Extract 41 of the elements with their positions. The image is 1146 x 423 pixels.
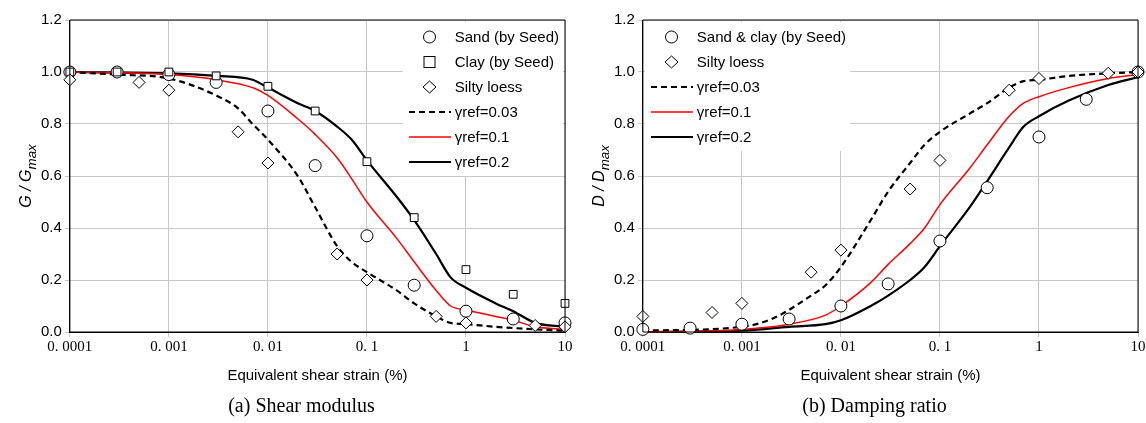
y-tick-label: 0.8 bbox=[613, 114, 635, 132]
x-tick-label: 0. 01 bbox=[825, 338, 856, 355]
y-tick-label: 0.0 bbox=[613, 322, 635, 340]
x-tick-label: 0. 001 bbox=[723, 338, 761, 355]
y-tick-label: 0.8 bbox=[40, 114, 62, 132]
x-tick-label: 1 bbox=[1035, 338, 1043, 355]
x-tick-label: 0. 1 bbox=[928, 338, 952, 355]
y-tick-label: 1.0 bbox=[613, 62, 635, 80]
x-tick-label: 10 bbox=[1130, 338, 1146, 355]
y-tick-label: 0.4 bbox=[40, 218, 62, 236]
x-tick-label: 0. 001 bbox=[150, 338, 188, 355]
legend-label: Silty loess bbox=[454, 77, 523, 97]
y-tick-label: 0.6 bbox=[40, 166, 62, 184]
y-tick-label: 1.2 bbox=[40, 10, 62, 28]
x-tick-label: 0. 0001 bbox=[47, 338, 93, 355]
y-tick-label: 0.4 bbox=[613, 218, 635, 236]
x-axis-title: Equivalent shear strain (%) bbox=[227, 366, 408, 384]
y-tick-label: 0.2 bbox=[40, 270, 62, 288]
y-tick-label: 1.2 bbox=[613, 10, 635, 28]
text: (b) Damping ratio bbox=[802, 394, 947, 418]
legend-label: Silty loess bbox=[696, 52, 765, 72]
x-tick-label: 1 bbox=[462, 338, 470, 355]
x-tick-label: 0. 01 bbox=[252, 338, 283, 355]
y-tick-label: 0.2 bbox=[613, 270, 635, 288]
legend-label: γref=0.2 bbox=[454, 152, 510, 172]
legend-label: Sand & clay (by Seed) bbox=[696, 27, 847, 47]
x-tick-label: 0. 1 bbox=[355, 338, 379, 355]
legend-label: γref=0.1 bbox=[696, 102, 752, 122]
legend-label: γref=0.1 bbox=[454, 127, 510, 147]
y-tick-label: 0.0 bbox=[40, 322, 62, 340]
x-tick-label: 10 bbox=[557, 338, 573, 355]
legend-label: Clay (by Seed) bbox=[454, 52, 554, 72]
legend-label: γref=0.03 bbox=[454, 102, 518, 122]
text: (a) Shear modulus bbox=[228, 394, 376, 418]
legend-label: Sand (by Seed) bbox=[454, 27, 559, 47]
x-axis-title: Equivalent shear strain (%) bbox=[800, 366, 981, 384]
x-tick-label: 0. 0001 bbox=[620, 338, 666, 355]
y-tick-label: 1.0 bbox=[40, 62, 62, 80]
y-tick-label: 0.6 bbox=[613, 166, 635, 184]
legend-label: γref=0.2 bbox=[696, 127, 752, 147]
legend-label: γref=0.03 bbox=[696, 77, 760, 97]
